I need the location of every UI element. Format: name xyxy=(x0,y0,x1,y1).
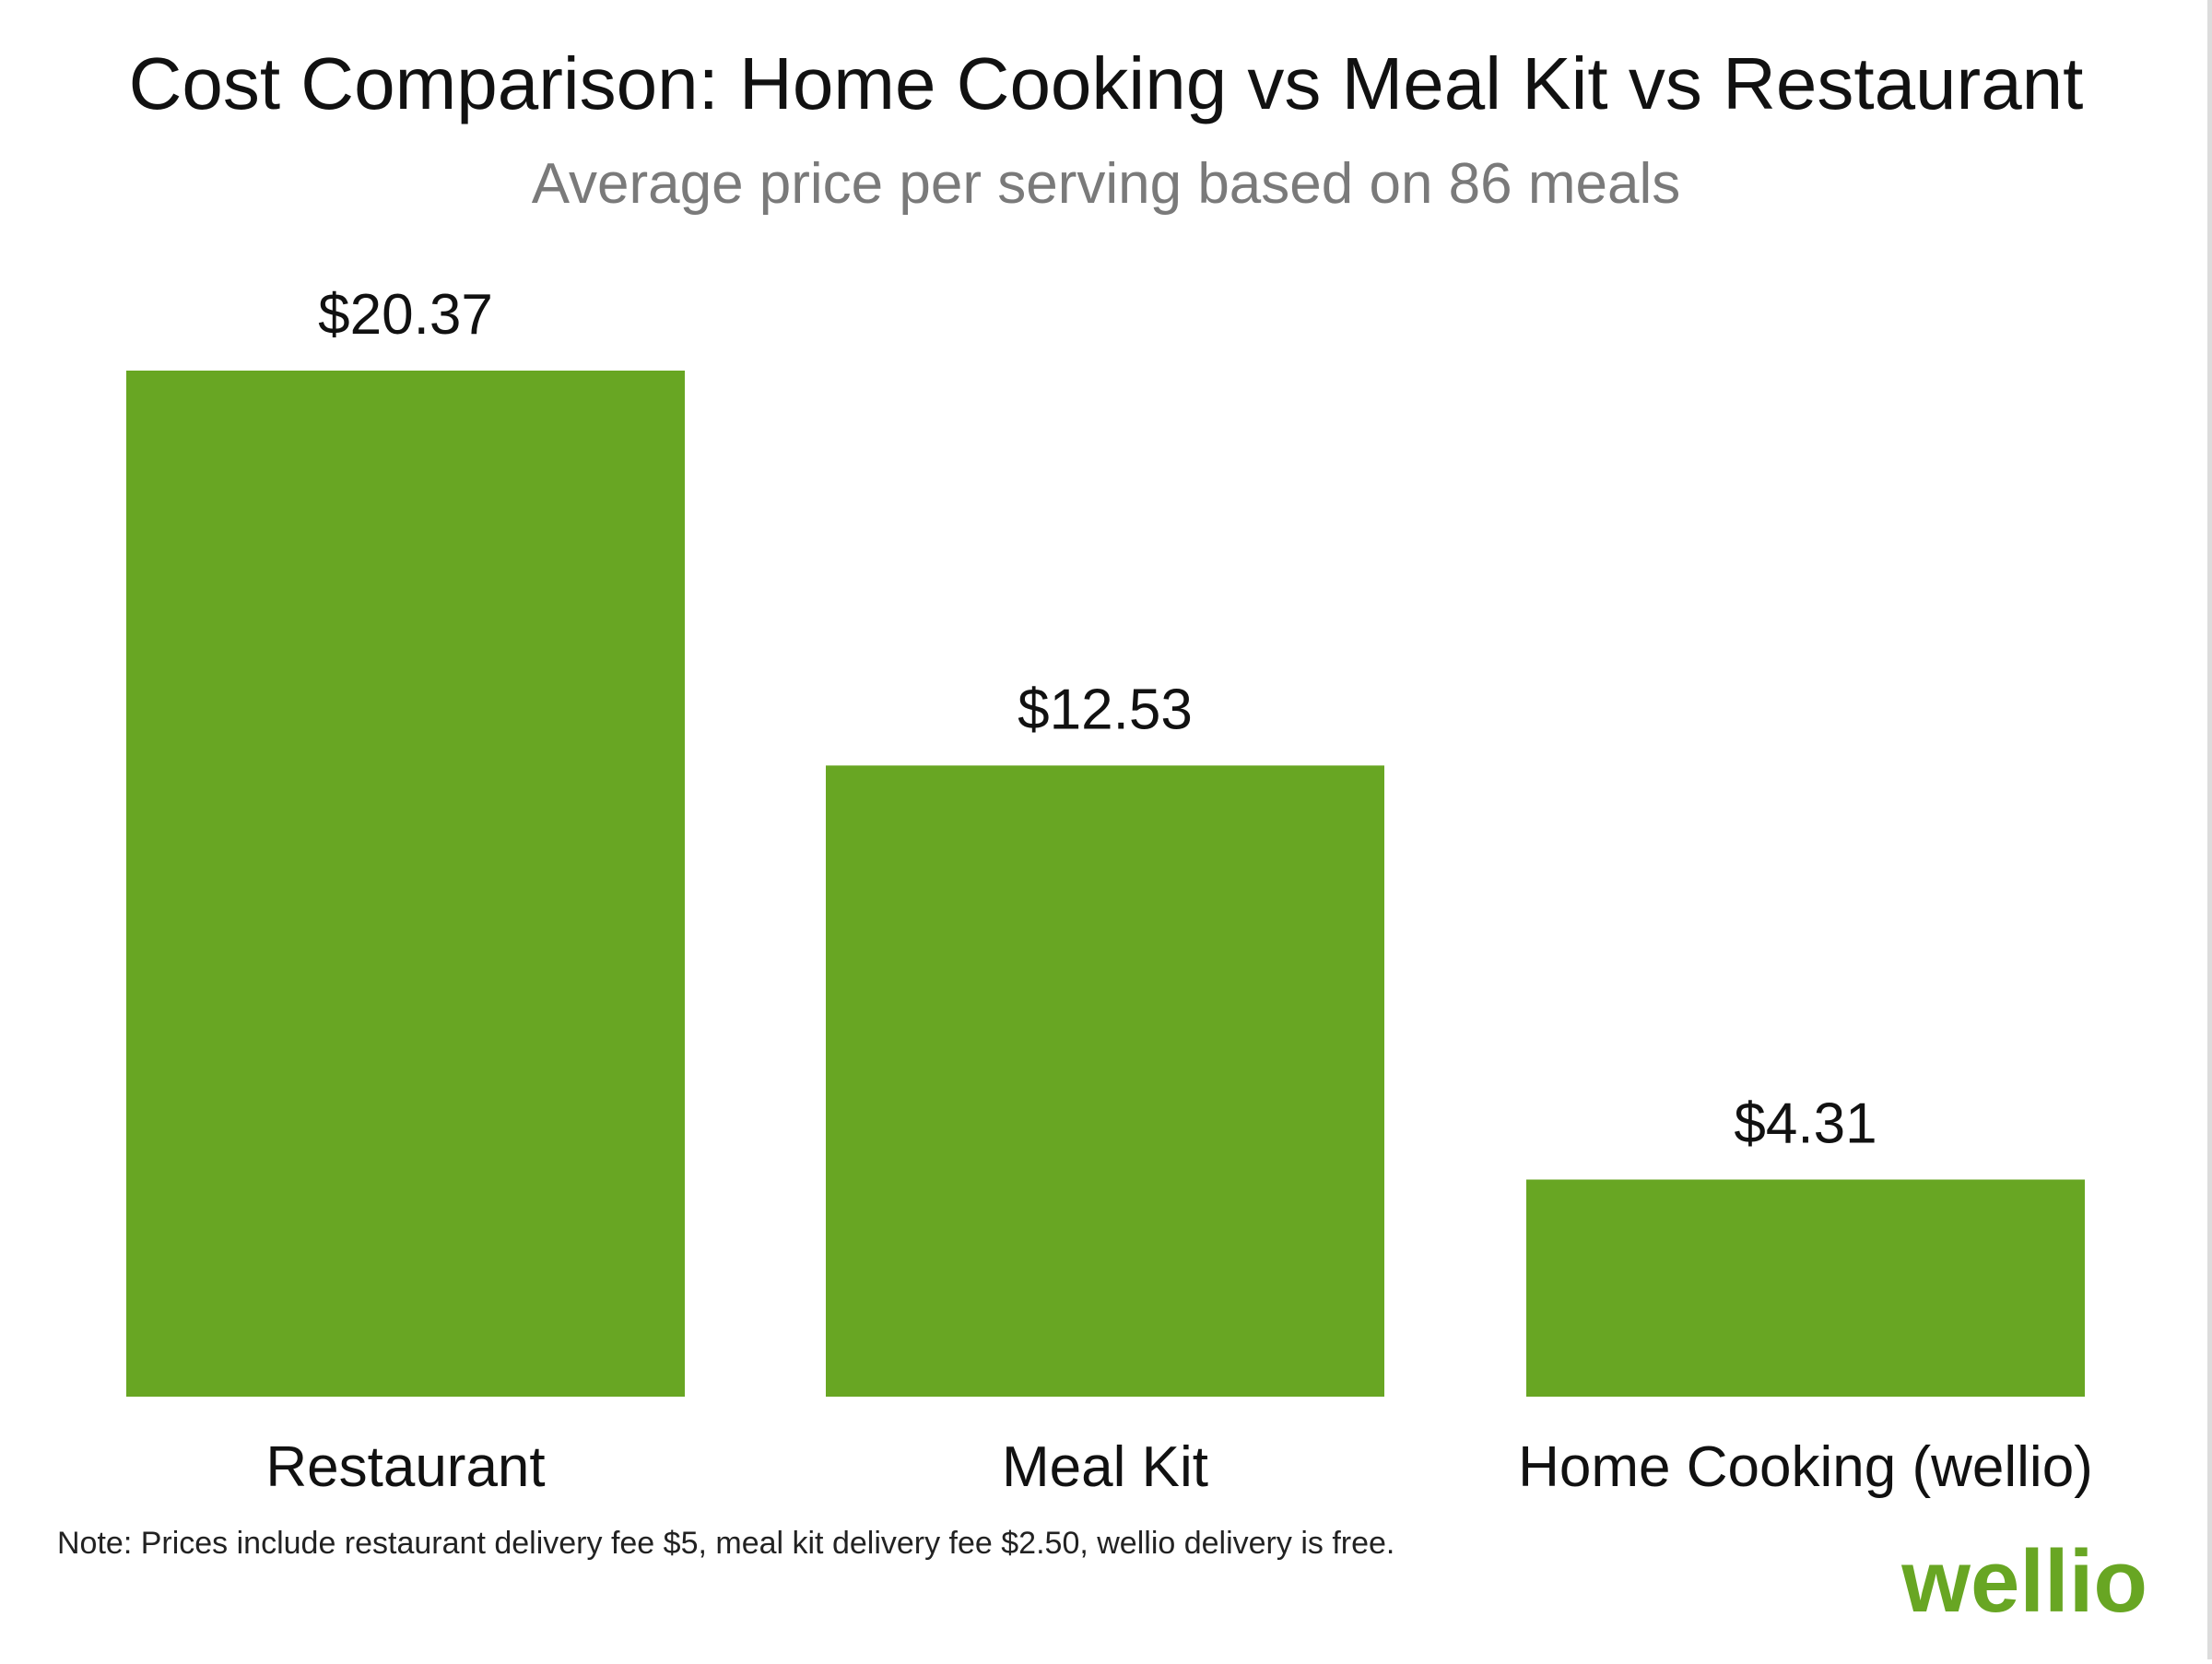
bars-group: $20.37 Restaurant $12.53 Meal Kit $4.31 Home … xyxy=(126,283,2093,1499)
right-edge-divider xyxy=(2207,0,2212,1659)
bar-meal-kit xyxy=(826,765,1384,1397)
value-label: $4.31 xyxy=(1734,1092,1877,1156)
value-label: $12.53 xyxy=(1018,678,1193,741)
chart-note: Note: Prices include restaurant delivery… xyxy=(57,1526,1394,1561)
chart-title: Cost Comparison: Home Cooking vs Meal Ki… xyxy=(129,42,2084,124)
wellio-logo: wellio xyxy=(1900,1532,2147,1631)
bar-restaurant xyxy=(126,371,685,1397)
value-label: $20.37 xyxy=(318,283,493,347)
category-label: Meal Kit xyxy=(1002,1435,1208,1499)
category-label: Restaurant xyxy=(265,1435,545,1499)
category-label: Home Cooking (wellio) xyxy=(1518,1435,2093,1499)
chart-subtitle: Average price per serving based on 86 me… xyxy=(532,152,1680,216)
bar-home-cooking-wellio xyxy=(1526,1179,2085,1397)
